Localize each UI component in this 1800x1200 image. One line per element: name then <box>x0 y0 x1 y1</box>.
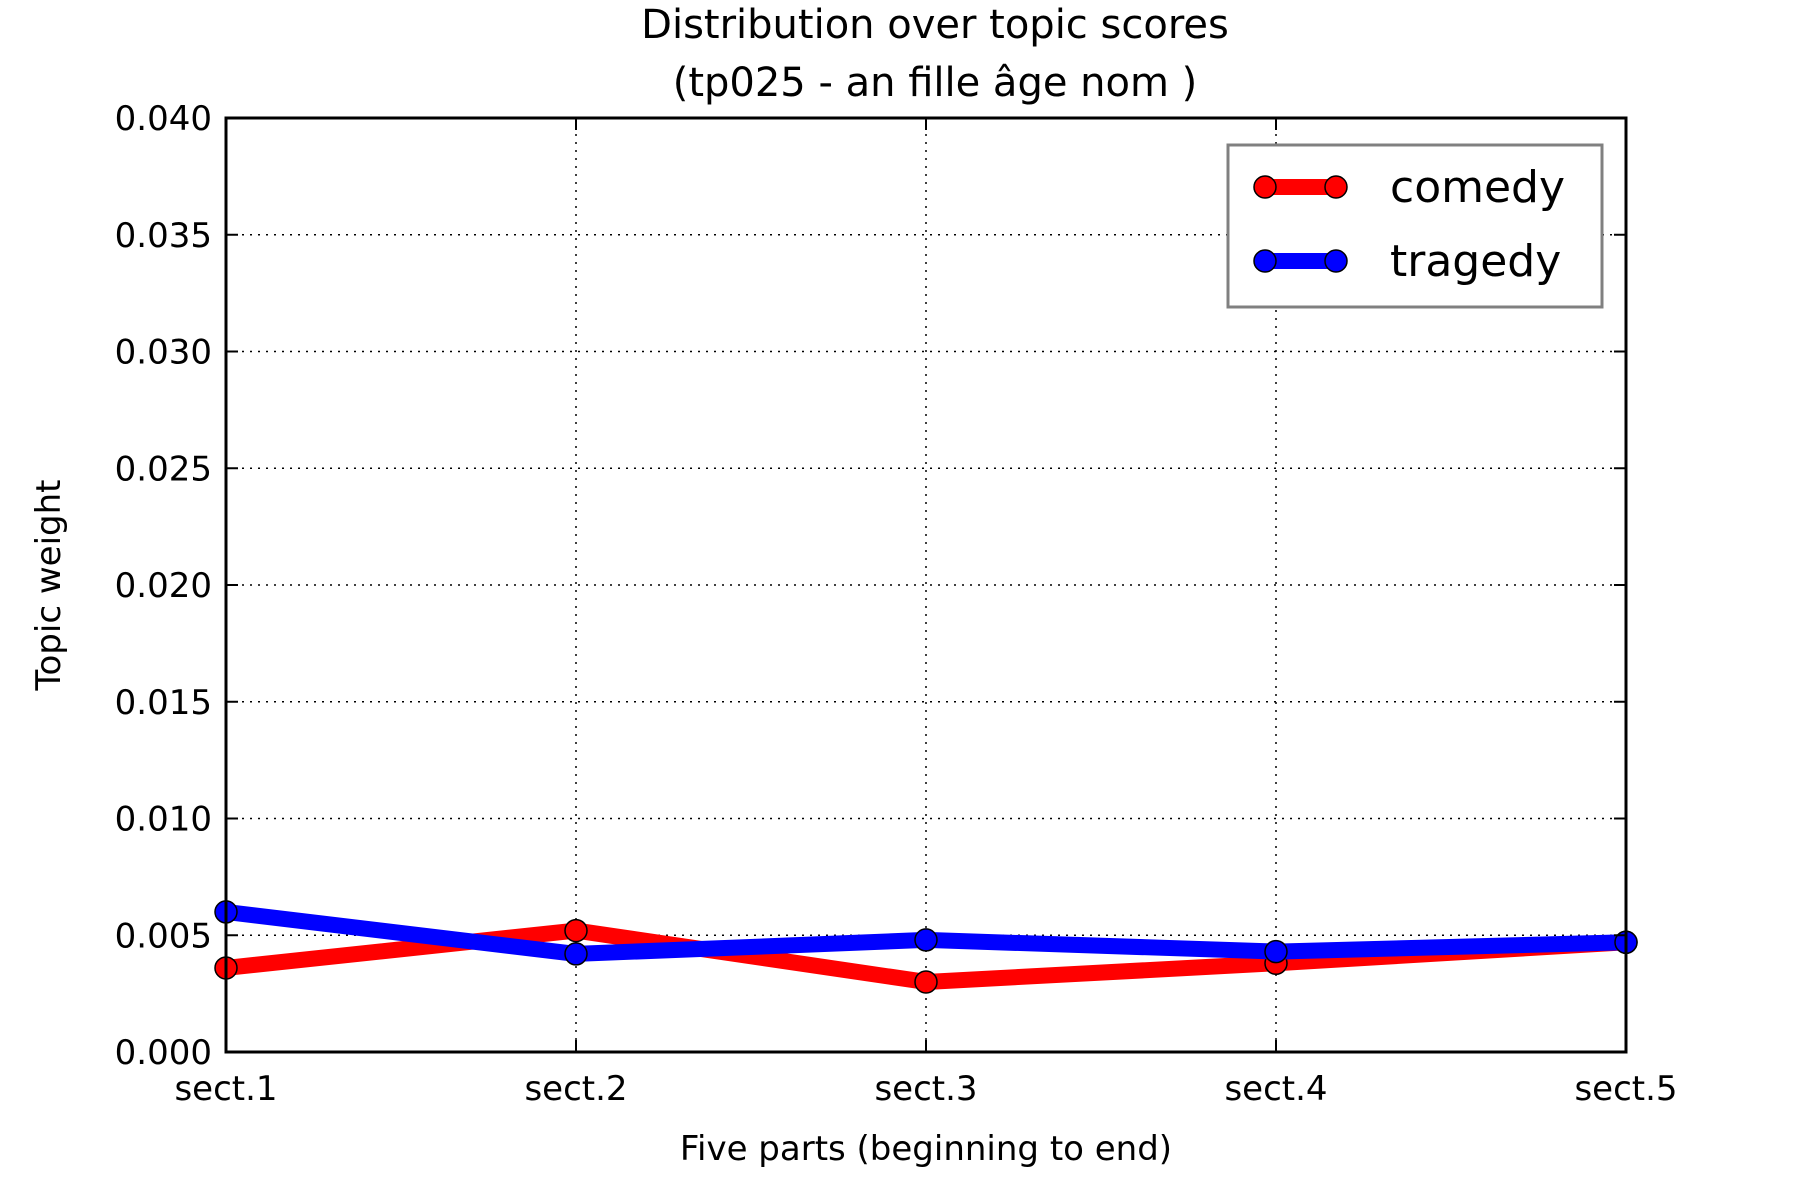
legend-item-tragedy: tragedy <box>1253 236 1561 287</box>
y-axis-label: Topic weight <box>29 480 69 692</box>
legend-label: tragedy <box>1390 236 1561 287</box>
comedy-point <box>914 970 938 994</box>
legend-swatch-marker <box>1324 249 1348 273</box>
y-tick-label: 0.040 <box>115 99 212 139</box>
y-tick-label: 0.000 <box>115 1033 212 1073</box>
legend-swatch-marker <box>1324 175 1348 199</box>
legend: comedy tragedy <box>1226 143 1604 309</box>
tragedy-point <box>1264 939 1288 964</box>
y-tick-label: 0.030 <box>115 333 212 373</box>
legend-label: comedy <box>1390 162 1565 213</box>
x-tick-label: sect.4 <box>1224 1069 1327 1109</box>
legend-swatch-marker <box>1253 175 1277 199</box>
series-tragedy <box>214 900 1638 966</box>
y-tick-label: 0.035 <box>115 216 212 256</box>
legend-item-comedy: comedy <box>1253 162 1565 213</box>
x-tick-label: sect.2 <box>524 1069 627 1109</box>
chart-title: Distribution over topic scores <box>641 2 1229 48</box>
chart-subtitle: (tp025 - an fille âge nom ) <box>673 60 1198 106</box>
x-axis-ticks: sect.1 sect.2 sect.3 sect.4 sect.5 <box>174 118 1678 1109</box>
y-axis-ticks: 0.000 0.005 0.010 0.015 0.020 0.025 0.030 0.035… <box>115 99 1626 1073</box>
y-tick-label: 0.025 <box>115 449 212 489</box>
legend-items: comedy tragedy <box>1253 162 1565 287</box>
x-axis-label: Five parts (beginning to end) <box>680 1129 1172 1169</box>
x-tick-label: sect.1 <box>174 1069 277 1109</box>
tragedy-point <box>564 942 588 966</box>
y-tick-label: 0.015 <box>115 683 212 723</box>
legend-swatch-marker <box>1253 249 1277 273</box>
tragedy-point <box>914 928 938 952</box>
y-tick-label: 0.005 <box>115 916 212 956</box>
x-tick-label: sect.3 <box>874 1069 977 1109</box>
y-tick-label: 0.010 <box>115 800 212 840</box>
legend-box <box>1226 143 1604 309</box>
series-layer <box>214 900 1638 994</box>
y-tick-label: 0.020 <box>115 566 212 606</box>
comedy-point <box>564 918 588 943</box>
x-tick-label: sect.5 <box>1574 1069 1677 1109</box>
